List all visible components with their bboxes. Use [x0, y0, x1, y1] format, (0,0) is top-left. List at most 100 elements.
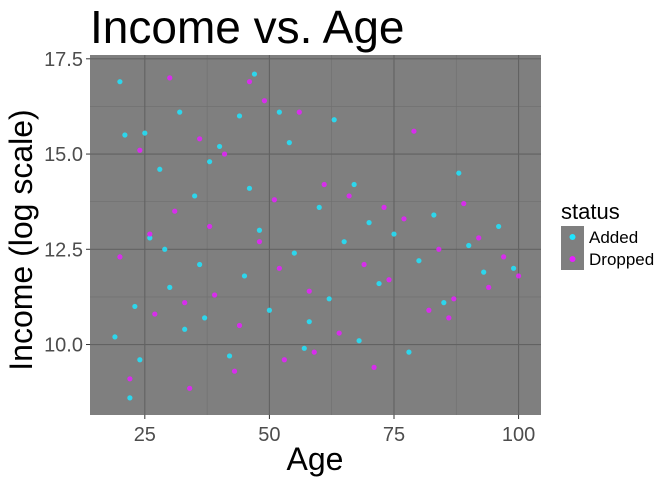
data-point-dropped	[231, 368, 238, 374]
data-point-added	[216, 143, 223, 150]
data-point-dropped	[515, 273, 522, 279]
plot-panel	[90, 55, 541, 415]
data-point-dropped	[311, 349, 317, 355]
data-point-added	[236, 113, 243, 119]
data-point-dropped	[386, 277, 392, 283]
data-point-added	[286, 140, 292, 146]
data-point-dropped	[451, 296, 457, 302]
data-point-added	[341, 239, 347, 245]
data-point-added	[316, 204, 322, 210]
data-point-added	[241, 273, 248, 279]
data-point-added	[117, 79, 123, 85]
data-point-dropped	[321, 181, 327, 188]
data-point-added	[391, 231, 397, 237]
data-point-dropped	[436, 246, 442, 252]
data-point-dropped	[197, 136, 203, 142]
data-point-added	[182, 326, 188, 332]
data-point-added	[122, 132, 128, 138]
y-axis-title: Income (log scale)	[3, 109, 39, 370]
legend-label-added: Added	[589, 228, 638, 247]
legend-key-dropped	[569, 256, 576, 262]
data-point-added	[366, 220, 372, 226]
data-point-added	[376, 280, 382, 287]
data-point-added	[197, 261, 203, 268]
data-point-dropped	[336, 330, 342, 336]
data-point-added	[356, 338, 362, 344]
data-point-dropped	[401, 216, 407, 222]
data-point-dropped	[182, 300, 188, 306]
data-point-added	[276, 109, 282, 115]
data-point-added	[147, 235, 153, 241]
data-point-dropped	[281, 357, 287, 363]
data-point-added	[351, 181, 357, 188]
data-point-added	[112, 334, 118, 340]
data-point-dropped	[271, 197, 277, 203]
data-point-dropped	[296, 109, 302, 115]
data-point-added	[127, 395, 133, 401]
data-point-dropped	[461, 200, 467, 207]
data-point-added	[226, 353, 233, 359]
data-point-dropped	[371, 364, 377, 370]
data-point-added	[306, 319, 312, 325]
x-tick-label: 75	[383, 424, 405, 446]
x-axis: 25 50 75 100	[134, 415, 535, 446]
y-tick-label: 12.5	[44, 239, 83, 261]
data-point-added	[246, 185, 253, 191]
x-tick-label: 100	[502, 424, 535, 446]
data-point-added	[441, 300, 447, 306]
data-point-added	[416, 258, 422, 264]
data-point-dropped	[501, 254, 507, 260]
y-tick-label: 10.0	[44, 335, 83, 357]
data-point-dropped	[147, 231, 153, 237]
data-point-dropped	[117, 254, 123, 260]
data-point-dropped	[346, 193, 352, 199]
data-point-added	[291, 250, 297, 256]
data-point-dropped	[207, 223, 213, 230]
data-point-added	[192, 193, 198, 199]
data-point-added	[456, 170, 462, 176]
x-axis-title: Age	[287, 441, 344, 477]
data-point-added	[266, 307, 273, 313]
data-point-added	[256, 227, 263, 233]
data-point-dropped	[221, 151, 228, 157]
data-point-dropped	[187, 385, 193, 391]
legend-key-added	[569, 234, 576, 240]
data-point-dropped	[236, 322, 243, 329]
data-point-added	[481, 269, 487, 275]
data-point-added	[431, 212, 437, 218]
data-point-added	[177, 109, 183, 115]
data-point-added	[466, 242, 472, 249]
data-point-dropped	[256, 239, 263, 245]
data-point-dropped	[426, 307, 432, 313]
data-point-dropped	[261, 98, 268, 104]
data-point-added	[406, 349, 412, 355]
legend-label-dropped: Dropped	[589, 250, 654, 269]
data-point-dropped	[486, 284, 492, 290]
grid-minor	[90, 55, 541, 415]
data-point-added	[301, 345, 307, 351]
points-layer	[112, 71, 522, 401]
data-point-added	[202, 315, 208, 321]
x-tick-label: 50	[258, 424, 280, 446]
data-point-dropped	[306, 288, 312, 294]
y-tick-label: 15.0	[44, 144, 83, 166]
data-point-dropped	[127, 376, 133, 382]
data-point-dropped	[381, 204, 387, 210]
data-point-dropped	[152, 311, 158, 317]
data-point-dropped	[411, 128, 417, 134]
data-point-added	[132, 303, 138, 310]
data-point-dropped	[476, 235, 482, 241]
legend-items: Added Dropped	[561, 226, 654, 270]
data-point-added	[510, 265, 517, 271]
data-point-added	[251, 71, 258, 77]
y-tick-label: 17.5	[44, 49, 83, 71]
data-point-dropped	[246, 79, 253, 85]
data-point-added	[331, 117, 337, 123]
data-point-added	[167, 284, 173, 290]
data-point-dropped	[137, 147, 143, 153]
y-axis: 10.0 12.5 15.0 17.5	[44, 49, 90, 357]
data-point-dropped	[172, 208, 178, 214]
data-point-added	[162, 246, 168, 252]
